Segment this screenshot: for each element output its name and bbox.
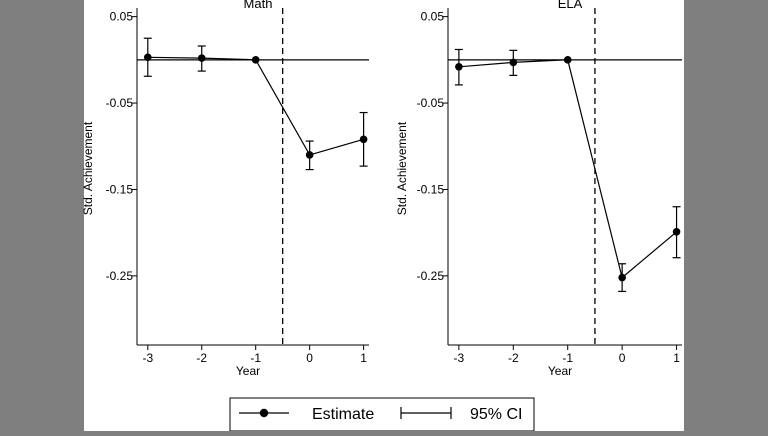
y-axis-label: Std. Achievement: [81, 121, 95, 215]
chart-title: Math: [244, 0, 273, 11]
x-tick-label: -3: [454, 351, 465, 365]
x-tick-label: -2: [196, 351, 207, 365]
x-tick-label: 1: [673, 351, 680, 365]
y-tick-label: -0.05: [417, 96, 445, 110]
x-tick-label: -1: [250, 351, 261, 365]
chart-panels: Math 0.05 -0.05 -0.15 -0.25 -3 -2 -1 0 1 Year Std. …: [81, 0, 682, 378]
chart-title: ELA: [558, 0, 583, 11]
x-tick-label: -3: [142, 351, 153, 365]
legend-estimate-label: Estimate: [312, 406, 374, 423]
estimate-point: [455, 62, 463, 71]
legend-box: [229, 397, 535, 432]
y-tick-label: -0.15: [417, 182, 445, 196]
x-tick-label: -2: [508, 351, 519, 365]
estimate-point: [563, 56, 572, 64]
legend: Estimate 95% CI: [229, 397, 535, 432]
estimate-point: [618, 273, 626, 282]
figure-panel: [84, 0, 684, 431]
y-tick-label: -0.25: [106, 269, 134, 283]
estimate-point: [672, 228, 681, 236]
chart-panel-ela: ELA 0.05 -0.05 -0.15 -0.25 -3 -2 -1 0 1 Year Std. A…: [395, 0, 682, 378]
x-axis-label: Year: [548, 364, 572, 378]
estimate-point: [305, 151, 314, 159]
x-axis-label: Year: [236, 364, 260, 378]
x-tick-label: 1: [360, 351, 367, 365]
estimate-point: [359, 135, 368, 144]
y-tick-label: 0.05: [110, 10, 134, 24]
y-tick-label: -0.05: [106, 96, 134, 110]
y-axis-label: Std. Achievement: [395, 121, 409, 215]
legend-estimate-marker: [259, 408, 269, 418]
chart-panel-math: Math 0.05 -0.05 -0.15 -0.25 -3 -2 -1 0 1 Year Std. …: [81, 0, 369, 378]
estimate-point: [143, 53, 152, 62]
y-tick-label: -0.15: [106, 182, 134, 196]
x-tick-label: 0: [619, 351, 626, 365]
estimate-point: [509, 58, 518, 67]
x-tick-label: -1: [562, 351, 573, 365]
y-tick-label: -0.25: [417, 269, 445, 283]
y-tick-label: 0.05: [421, 10, 445, 24]
legend-ci-label: 95% CI: [470, 406, 522, 423]
x-tick-label: 0: [306, 351, 313, 365]
estimate-point: [251, 56, 260, 64]
estimate-point: [197, 54, 206, 62]
